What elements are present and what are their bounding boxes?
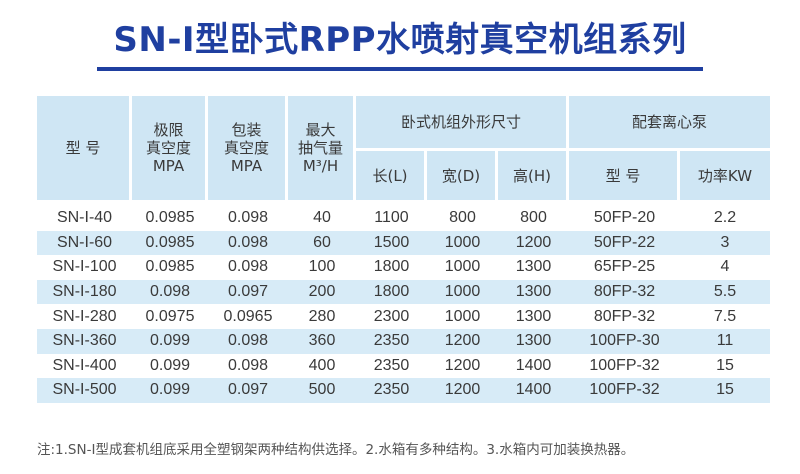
cell-pack-vacuum: 0.097 [227, 381, 269, 399]
cell-max-flow: 400 [308, 356, 336, 374]
cell-limit-vacuum: 0.099 [149, 356, 191, 374]
cell-width: 1000 [444, 283, 481, 301]
table-row: SN-I-180 0.098 0.097 200 1800 1000 1300 80FP-32… [37, 279, 770, 305]
cell-power: 2.2 [713, 209, 737, 227]
cell-model: SN-I-360 [52, 332, 117, 350]
cell-power: 5.5 [713, 283, 737, 301]
header-pump-model: 型 号 [569, 151, 677, 200]
cell-width: 1200 [444, 356, 481, 374]
cell-pump-model: 100FP-30 [589, 332, 660, 350]
cell-length: 1100 [374, 209, 409, 227]
cell-width: 1200 [444, 332, 481, 350]
cell-length: 2350 [373, 356, 410, 374]
header-dimensions: 卧式机组外形尺寸 [356, 96, 566, 148]
table-body: SN-I-40 0.0985 0.098 40 1100 800 800 50FP-20 2.2… [37, 206, 770, 403]
cell-pack-vacuum: 0.097 [227, 283, 269, 301]
cell-pack-vacuum: 0.098 [227, 356, 269, 374]
header-max-flow: 最大 抽气量 M³/H [288, 96, 353, 200]
cell-model: SN-I-60 [56, 233, 113, 251]
cell-model: SN-I-280 [52, 307, 117, 325]
cell-max-flow: 40 [313, 209, 331, 227]
table-row: SN-I-360 0.099 0.098 360 2350 1200 1300 100FP-3… [37, 328, 770, 354]
cell-length: 2350 [373, 332, 410, 350]
cell-limit-vacuum: 0.0985 [145, 233, 195, 251]
cell-pack-vacuum: 0.098 [227, 332, 269, 350]
cell-pump-model: 80FP-32 [593, 307, 656, 325]
table-row: SN-I-400 0.099 0.098 400 2350 1200 1400 100FP-3… [37, 354, 770, 379]
cell-power: 11 [716, 332, 734, 350]
cell-max-flow: 360 [308, 332, 336, 350]
footnote: 注:1.SN-I型成套机组底采用全塑钢架两种结构供选择。2.水箱有多种结构。3.… [37, 442, 635, 458]
cell-max-flow: 60 [313, 233, 331, 251]
cell-length: 1800 [373, 258, 410, 276]
cell-height: 1300 [515, 283, 552, 301]
cell-width: 1200 [444, 381, 481, 399]
title-underline [97, 67, 703, 71]
cell-pump-model: 50FP-20 [593, 209, 656, 227]
cell-power: 4 [720, 258, 730, 276]
cell-pump-model: 100FP-32 [589, 356, 660, 374]
cell-length: 1500 [373, 233, 410, 251]
cell-height: 1400 [515, 356, 552, 374]
cell-width: 1000 [444, 307, 481, 325]
header-limit-vacuum: 极限 真空度 MPA [132, 96, 205, 200]
cell-max-flow: 200 [308, 283, 336, 301]
cell-model: SN-I-100 [52, 258, 117, 276]
header-pack-vacuum: 包装 真空度 MPA [208, 96, 285, 200]
header-power: 功率KW [680, 151, 770, 200]
cell-model: SN-I-400 [52, 356, 117, 374]
cell-pack-vacuum: 0.098 [227, 209, 269, 227]
header-width: 宽(D) [427, 151, 495, 200]
table-row: SN-I-60 0.0985 0.098 60 1500 1000 1200 50FP-22 3 [37, 230, 770, 256]
cell-pack-vacuum: 0.098 [227, 233, 269, 251]
header-length: 长(L) [356, 151, 424, 200]
cell-height: 1200 [515, 233, 552, 251]
cell-limit-vacuum: 0.0975 [145, 307, 195, 325]
cell-width: 1000 [444, 233, 481, 251]
cell-height: 1300 [515, 307, 552, 325]
table-row: SN-I-500 0.099 0.097 500 2350 1200 1400 100FP-3… [37, 378, 770, 403]
table-row: SN-I-100 0.0985 0.098 100 1800 1000 1300 65FP-2… [37, 255, 770, 280]
cell-width: 800 [449, 209, 476, 227]
cell-pump-model: 50FP-22 [593, 233, 656, 251]
cell-power: 7.5 [713, 307, 737, 325]
cell-model: SN-I-180 [52, 283, 117, 301]
cell-power: 15 [716, 381, 734, 399]
cell-length: 2350 [373, 381, 410, 399]
cell-limit-vacuum: 0.099 [149, 332, 191, 350]
cell-pump-model: 80FP-32 [593, 283, 656, 301]
cell-height: 1300 [515, 332, 552, 350]
table-row: SN-I-280 0.0975 0.0965 280 2300 1000 1300 80FP-… [37, 304, 770, 329]
cell-pack-vacuum: 0.098 [227, 258, 269, 276]
cell-width: 1000 [444, 258, 481, 276]
cell-max-flow: 500 [308, 381, 336, 399]
cell-pump-model: 65FP-25 [593, 258, 656, 276]
header-model: 型 号 [37, 96, 129, 200]
cell-pack-vacuum: 0.0965 [223, 307, 273, 325]
cell-power: 15 [716, 356, 734, 374]
header-height: 高(H) [498, 151, 566, 200]
cell-height: 800 [520, 209, 547, 227]
table-row: SN-I-40 0.0985 0.098 40 1100 800 800 50FP-20 2.2 [37, 206, 770, 231]
cell-max-flow: 280 [308, 307, 336, 325]
cell-limit-vacuum: 0.099 [149, 381, 191, 399]
cell-height: 1300 [515, 258, 552, 276]
cell-model: SN-I-500 [52, 381, 117, 399]
page-title: SN-I型卧式RPP水喷射真空机组系列 [113, 20, 687, 60]
cell-limit-vacuum: 0.0985 [145, 258, 195, 276]
cell-model: SN-I-40 [56, 209, 113, 227]
header-pump: 配套离心泵 [569, 96, 770, 148]
cell-max-flow: 100 [308, 258, 336, 276]
cell-limit-vacuum: 0.098 [149, 283, 191, 301]
cell-limit-vacuum: 0.0985 [145, 209, 195, 227]
cell-length: 2300 [373, 307, 410, 325]
cell-height: 1400 [515, 381, 552, 399]
cell-power: 3 [720, 233, 730, 251]
cell-length: 1800 [373, 283, 410, 301]
cell-pump-model: 100FP-32 [589, 381, 660, 399]
